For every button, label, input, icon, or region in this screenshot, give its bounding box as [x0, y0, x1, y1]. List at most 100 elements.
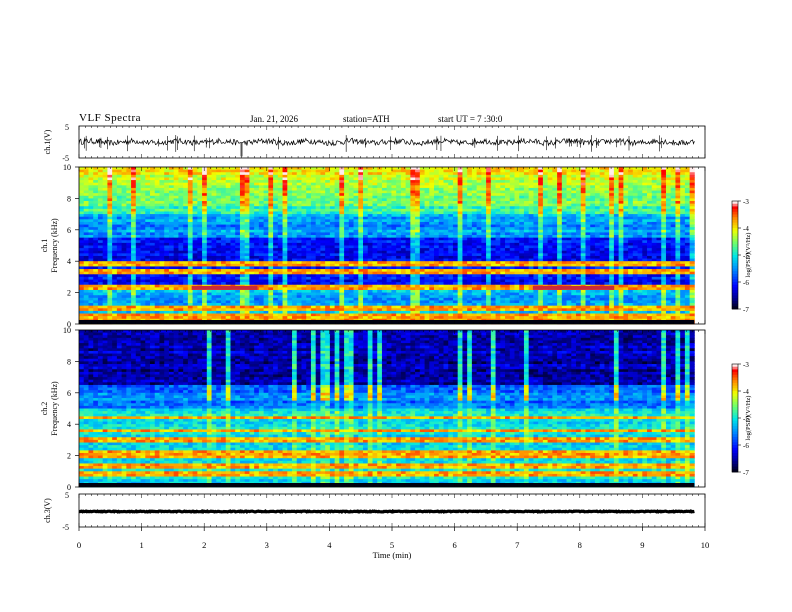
- spectrogram-cell: [514, 235, 520, 239]
- spectrogram-cell: [604, 211, 610, 215]
- spectrogram-cell: [505, 185, 511, 189]
- spectrogram-cell: [552, 206, 558, 210]
- spectrogram-cell: [202, 221, 208, 225]
- spectrogram-cell: [656, 235, 662, 239]
- spectrogram-cell: [396, 229, 402, 233]
- spectrogram-cell: [325, 206, 331, 210]
- spectrogram-cell: [211, 221, 217, 225]
- spectrogram-cell: [642, 235, 648, 239]
- spectrogram-cell: [93, 185, 99, 189]
- spectrogram-cell: [112, 258, 118, 262]
- spectrogram-cell: [533, 258, 539, 262]
- spectrogram-cell: [424, 203, 430, 207]
- spectrogram-cell: [381, 255, 388, 259]
- spectrogram-cell: [372, 208, 378, 212]
- spectrogram-cell: [367, 193, 373, 197]
- spectrogram-cell: [367, 185, 373, 189]
- spectrogram-cell: [471, 237, 478, 241]
- spectrogram-cell: [102, 237, 108, 241]
- spectrogram-cell: [675, 193, 681, 197]
- spectrogram-cell: [381, 216, 388, 220]
- spectrogram-cell: [647, 185, 653, 189]
- spectrogram-cell: [628, 203, 634, 207]
- spectrogram-cell: [353, 229, 359, 233]
- spectrogram-cell: [396, 232, 402, 236]
- spectrogram-cell: [509, 235, 515, 239]
- spectrogram-cell: [88, 232, 94, 236]
- spectrogram-cell: [429, 214, 435, 218]
- spectrogram-cell: [415, 193, 421, 197]
- spectrogram-cell: [154, 214, 160, 218]
- spectrogram-cell: [225, 190, 231, 194]
- spectrogram-cell: [547, 250, 553, 254]
- spectrogram-cell: [599, 182, 605, 186]
- spectrogram-cell: [628, 219, 634, 223]
- spectrogram-cell: [348, 172, 354, 176]
- spectrogram-cell: [183, 185, 189, 189]
- spectrogram-cell: [372, 219, 378, 223]
- spectrogram-cell: [372, 203, 378, 207]
- spectrogram-cell: [306, 255, 312, 259]
- spectrogram-cell: [102, 180, 108, 184]
- spectrogram-cell: [277, 214, 283, 218]
- spectrogram-cell: [239, 190, 246, 194]
- spectrogram-cell: [183, 201, 189, 205]
- spectrogram-cell: [689, 185, 695, 189]
- spectrogram-cell: [476, 258, 482, 262]
- spectrogram-cell: [410, 261, 416, 265]
- spectrogram-cell: [637, 216, 643, 220]
- spectrogram-cell: [273, 201, 279, 205]
- spectrogram-cell: [675, 216, 681, 220]
- spectrogram-cell: [107, 250, 113, 254]
- spectrogram-cell: [557, 190, 563, 194]
- spectrogram-cell: [178, 182, 184, 186]
- spectrogram-cell: [230, 174, 236, 178]
- spectrogram-cell: [344, 193, 350, 197]
- spectrogram-cell: [135, 248, 141, 252]
- spectrogram-cell: [358, 216, 364, 220]
- spectrogram-cell: [680, 211, 686, 215]
- spectrogram-cell: [476, 195, 482, 199]
- spectrogram-cell: [533, 190, 539, 194]
- spectrogram-cell: [533, 174, 539, 178]
- spectrogram-cell: [471, 253, 478, 257]
- spectrogram-cell: [192, 201, 198, 205]
- spectrogram-cell: [268, 187, 274, 191]
- spectrogram-cell: [97, 253, 104, 257]
- spectrogram-cell: [391, 224, 397, 228]
- spectrogram-cell: [495, 206, 501, 210]
- spectrogram-cell: [381, 242, 388, 246]
- spectrogram-cell: [192, 208, 198, 212]
- spectrogram-cell: [481, 182, 487, 186]
- spectrogram-cell: [381, 235, 388, 239]
- spectrogram-cell: [476, 255, 482, 259]
- spectrogram-cell: [235, 250, 241, 254]
- spectrogram-cell: [471, 187, 478, 191]
- spectrogram-cell: [254, 185, 260, 189]
- spectrogram-cell: [244, 208, 250, 212]
- spectrogram-cell: [334, 263, 340, 267]
- spectrogram-cell: [642, 193, 648, 197]
- spectrogram-cell: [486, 229, 492, 233]
- spectrogram-cell: [339, 219, 345, 223]
- spectrogram-cell: [566, 224, 572, 228]
- spectrogram-cell: [642, 248, 648, 252]
- spectrogram-cell: [121, 242, 127, 246]
- spectrogram-cell: [434, 219, 440, 223]
- spectrogram-cell: [561, 235, 567, 239]
- spectrogram-cell: [235, 227, 241, 231]
- spectrogram-cell: [599, 208, 605, 212]
- spectrogram-cell: [415, 235, 421, 239]
- spectrogram-cell: [131, 180, 137, 184]
- spectrogram-cell: [292, 193, 298, 197]
- spectrogram-cell: [121, 208, 127, 212]
- spectrogram-cell: [632, 180, 638, 184]
- spectrogram-cell: [310, 240, 317, 244]
- spectrogram-cell: [689, 193, 695, 197]
- spectrogram-cell: [386, 211, 392, 215]
- spectrogram-cell: [415, 185, 421, 189]
- spectrogram-cell: [164, 237, 170, 241]
- spectrogram-cell: [647, 203, 653, 207]
- spectrogram-cell: [367, 187, 373, 191]
- spectrogram-cell: [509, 198, 515, 202]
